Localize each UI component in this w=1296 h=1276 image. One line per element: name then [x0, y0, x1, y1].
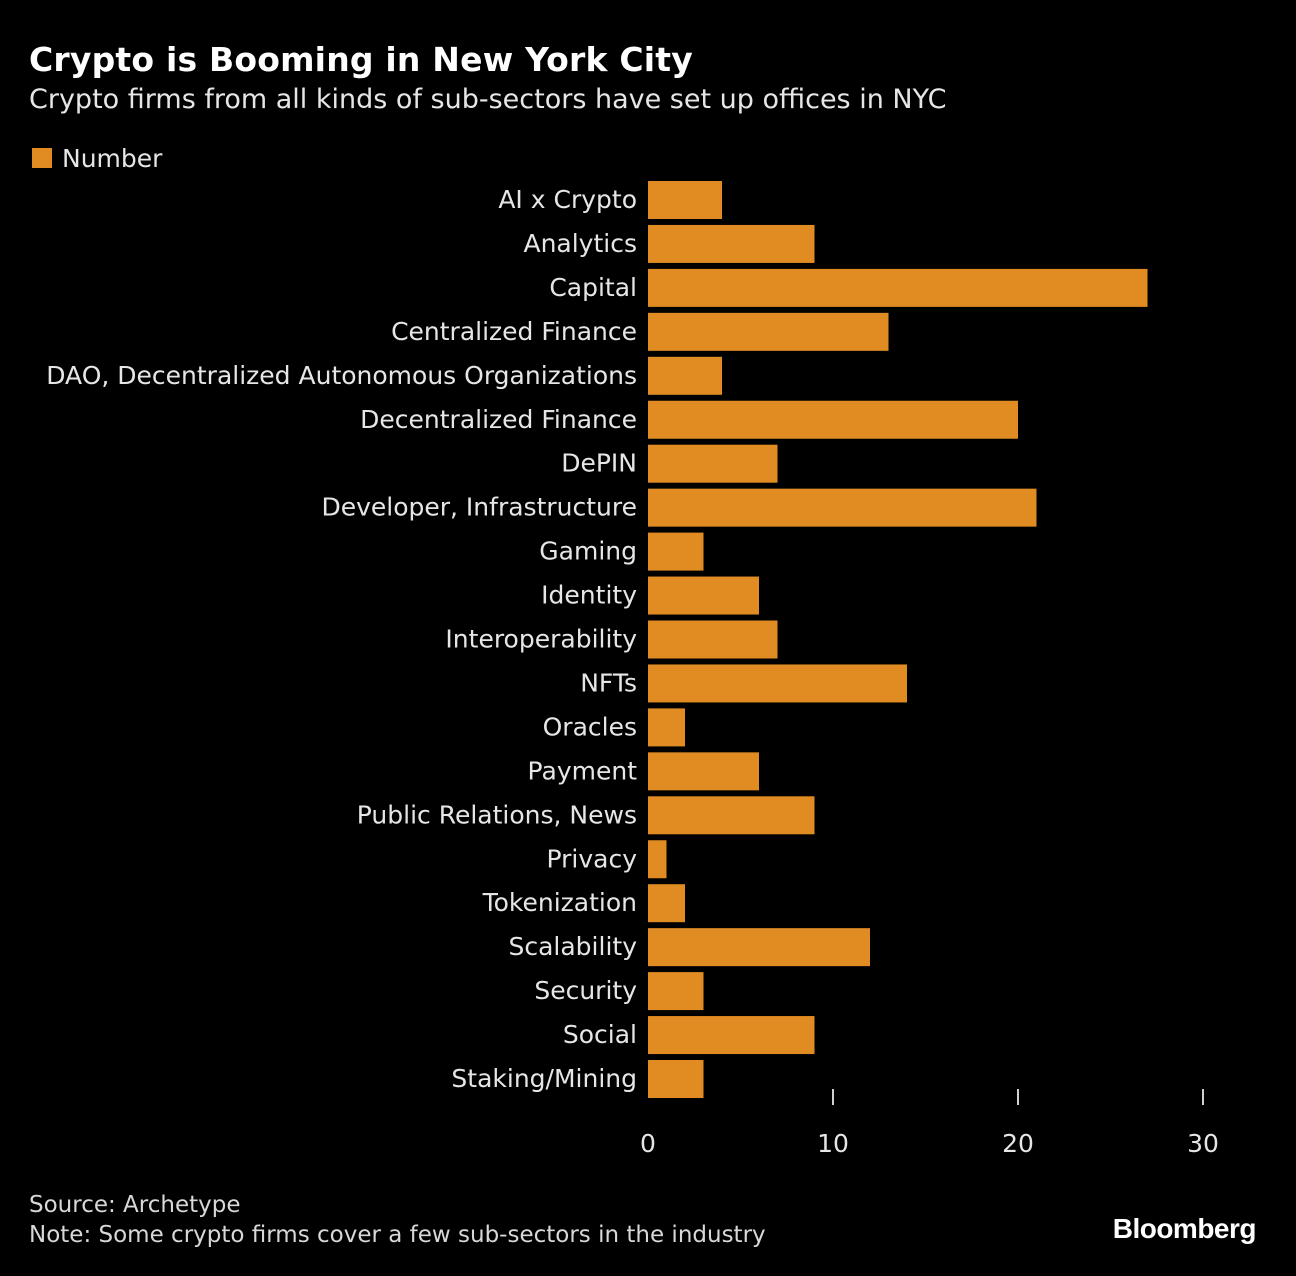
x-tick-label: 30 [1187, 1129, 1219, 1158]
category-label: Public Relations, News [357, 800, 637, 829]
category-label: AI x Crypto [498, 185, 637, 214]
bar [648, 576, 759, 615]
category-label: Interoperability [445, 625, 637, 654]
bar [648, 400, 1018, 439]
category-label: DAO, Decentralized Autonomous Organizati… [46, 361, 637, 390]
category-label: Staking/Mining [451, 1064, 637, 1093]
bloomberg-logo: Bloomberg [1112, 1213, 1257, 1244]
bar [648, 840, 667, 879]
legend-label: Number [62, 143, 163, 173]
bar [648, 620, 778, 659]
category-label: Payment [528, 756, 638, 785]
legend-swatch [32, 148, 52, 168]
chart-title: Crypto is Booming in New York City [29, 40, 693, 79]
category-label: Tokenization [482, 888, 637, 917]
bar [648, 928, 870, 967]
bar [648, 884, 685, 923]
category-label: Gaming [539, 537, 637, 566]
bar [648, 972, 704, 1011]
bar [648, 488, 1037, 527]
x-tick-label: 10 [817, 1129, 849, 1158]
legend: Number [32, 142, 162, 174]
bar [648, 444, 778, 483]
bar [648, 224, 815, 263]
bar [648, 796, 815, 835]
bar [648, 268, 1148, 307]
chart-subtitle: Crypto firms from all kinds of sub-secto… [29, 84, 947, 115]
bar [648, 664, 907, 703]
category-label: Security [534, 976, 637, 1005]
bar-chart: AI x Crypto Analytics Capital Centralized F… [46, 181, 1219, 1158]
category-label: Scalability [508, 932, 637, 961]
source-note: Source: Archetype [29, 1192, 241, 1218]
bar [648, 1016, 815, 1055]
bar [648, 708, 685, 747]
category-label: NFTs [580, 668, 637, 697]
category-label: DePIN [561, 449, 637, 478]
x-tick-label: 20 [1002, 1129, 1034, 1158]
bar [648, 356, 722, 395]
category-label: Oracles [543, 712, 637, 741]
bar [648, 752, 759, 791]
category-label: Centralized Finance [391, 317, 637, 346]
category-label: Social [563, 1020, 637, 1049]
bar [648, 1060, 704, 1098]
footnote: Note: Some crypto firms cover a few sub-… [29, 1222, 766, 1248]
category-label: Identity [541, 581, 637, 610]
bar [648, 532, 704, 571]
category-label: Privacy [546, 844, 637, 873]
category-label: Decentralized Finance [360, 405, 637, 434]
category-label: Analytics [523, 229, 637, 258]
bar [648, 312, 889, 351]
bar [648, 181, 722, 219]
category-label: Developer, Infrastructure [321, 493, 637, 522]
x-tick-label: 0 [640, 1129, 656, 1158]
category-label: Capital [549, 273, 637, 302]
